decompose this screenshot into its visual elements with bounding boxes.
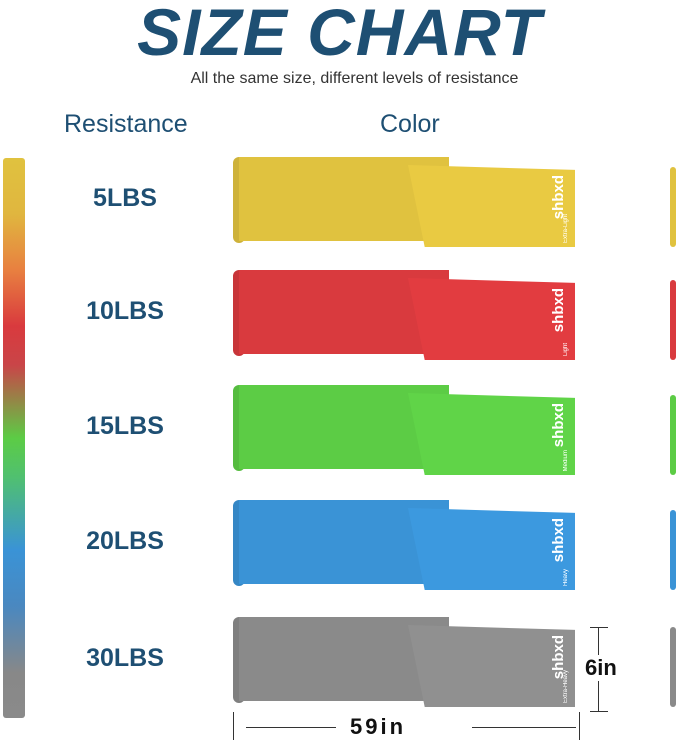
band-front: shbxd Extra-Heavy (408, 625, 575, 707)
color-header: Color (380, 110, 440, 138)
color-swatch (670, 627, 676, 707)
width-label: 6in (583, 655, 619, 681)
band-3: shbxd Heavy (233, 500, 575, 590)
resistance-header: Resistance (64, 110, 188, 138)
level-label: Heavy (563, 568, 569, 586)
resistance-label: 5LBS (93, 184, 157, 212)
color-swatch (670, 510, 676, 590)
brand-logo: shbxd (550, 288, 567, 333)
resistance-label: 20LBS (86, 527, 164, 555)
band-front: shbxd Extra-Light (408, 165, 575, 247)
page-title: SIZE CHART (137, 0, 542, 69)
band-front: shbxd Medium (408, 393, 575, 475)
resistance-label: 10LBS (86, 297, 164, 325)
length-arrow-left (246, 727, 336, 728)
resistance-label: 30LBS (86, 644, 164, 672)
level-label: Extra-Heavy (563, 669, 569, 703)
length-label: 59in (350, 714, 407, 739)
brand-logo: shbxd (550, 175, 567, 220)
level-label: Medium (563, 449, 569, 471)
resistance-label: 15LBS (86, 412, 164, 440)
color-swatch (670, 280, 676, 360)
brand-logo: shbxd (550, 518, 567, 563)
length-cap-left (233, 712, 234, 740)
band-front: shbxd Heavy (408, 508, 575, 590)
height-cap-bottom (590, 711, 608, 712)
color-swatch (670, 167, 676, 247)
band-4: shbxd Extra-Heavy (233, 617, 575, 707)
resistance-gradient-bar (3, 158, 25, 718)
color-swatch (670, 395, 676, 475)
height-cap-top (590, 627, 608, 628)
band-2: shbxd Medium (233, 385, 575, 475)
subtitle: All the same size, different levels of r… (190, 70, 519, 87)
brand-logo: shbxd (550, 403, 567, 448)
length-cap-right (579, 712, 580, 740)
band-front: shbxd Light (408, 278, 575, 360)
level-label: Extra-Light (563, 213, 569, 243)
band-0: shbxd Extra-Light (233, 157, 575, 247)
level-label: Light (563, 342, 569, 356)
band-1: shbxd Light (233, 270, 575, 360)
length-arrow-right (472, 727, 576, 728)
